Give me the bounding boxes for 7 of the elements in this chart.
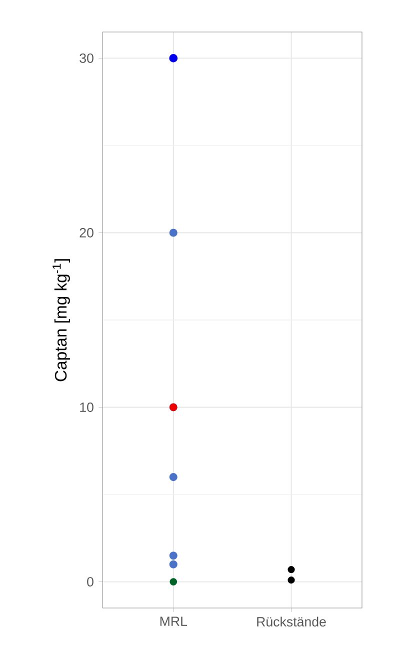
y-tick-label: 30: [80, 53, 94, 63]
y-axis-title: Captan [mg kg$^{-1}$]: [52, 259, 70, 382]
y-tick-label: 10: [80, 402, 94, 412]
x-tick-label: MRL: [160, 616, 188, 626]
y-tick-label: 0: [87, 577, 94, 587]
y-tick-label: 20: [80, 228, 94, 238]
x-tick-label: Rückstände: [257, 616, 326, 626]
